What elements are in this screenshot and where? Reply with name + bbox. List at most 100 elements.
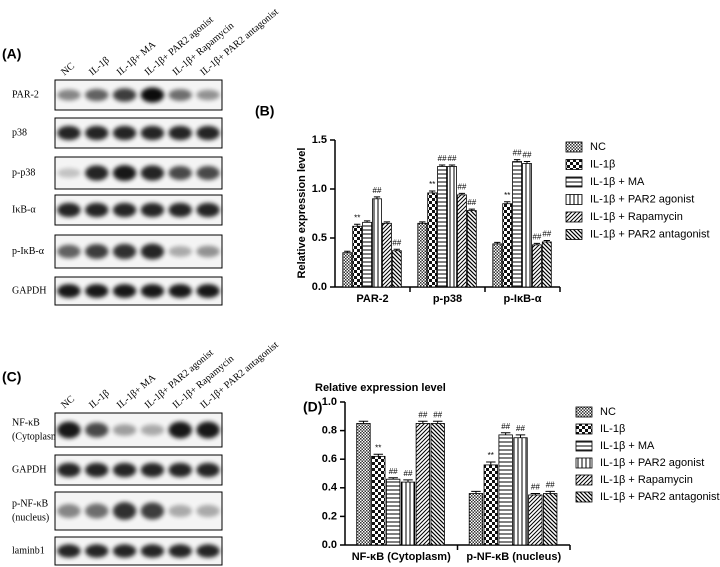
significance-mark: ## [418,410,427,419]
significance-mark: ## [457,183,466,192]
error-bar [393,248,400,251]
error-bar [543,239,550,242]
bar [371,455,386,546]
legend-swatch [575,423,593,435]
bar [532,244,542,288]
legend-swatch [565,211,583,223]
x-tick-label: p-IκB-α [504,293,542,305]
significance-mark: ** [375,443,381,452]
legend-swatch [575,474,593,486]
x-tick-label: NF-κB (Cytoplasm) [352,551,451,563]
significance-mark: ## [448,154,457,163]
error-bar [344,250,351,253]
legend-swatch [565,176,583,188]
error-bar [458,192,466,195]
blot-band [168,202,192,218]
error-bar [403,479,413,483]
blot-band [85,503,109,519]
y-tick-label: 1.5 [312,134,327,146]
significance-mark: ## [467,198,476,207]
blot-band [85,422,109,438]
error-bar [500,432,511,435]
row-label: laminb1 [12,545,45,556]
row-label: GAPDH [12,464,46,475]
blot-band [57,125,81,141]
significance-mark: ## [438,154,447,163]
x-tick-label: p-p38 [433,293,462,305]
significance-mark: ## [501,422,510,431]
blot-band [168,462,192,478]
blot-band [140,243,165,260]
error-bar [448,164,456,167]
significance-mark: ## [523,151,532,160]
error-bar [533,242,541,245]
error-bar [373,196,381,199]
error-bar [418,420,428,424]
significance-mark: ## [433,410,442,419]
legend-label: IL-1β + PAR2 agonist [590,193,694,205]
blot-band [140,202,165,218]
blot-band [140,502,165,520]
legend-swatch [565,194,583,205]
blot-band [85,125,109,141]
row-label: (nucleus) [12,512,49,523]
bar [362,221,373,288]
legend-swatch [575,406,593,418]
row-label: p-NF-κB [12,498,48,509]
blot-band [140,284,165,298]
error-bar [545,490,555,494]
blot-band [112,544,137,558]
blot-frame [54,234,223,269]
bar [352,225,363,288]
bar [498,434,513,546]
significance-mark: ## [546,480,555,489]
significance-mark: ## [513,149,522,158]
legend-label: IL-1β + PAR2 agonist [600,457,704,469]
bar [456,194,467,288]
bar [513,437,528,546]
blot-band [112,125,137,141]
bar [447,166,457,288]
y-tick-label: 0.4 [322,482,338,494]
blot-band [85,462,109,478]
blot-band [85,88,109,102]
y-tick-label: 0.2 [322,510,337,522]
bar [502,203,513,288]
error-bar [354,223,361,227]
blot-band [57,504,81,518]
row-label: p-IκB-α [12,246,45,257]
y-axis-label: Relative expression level [296,148,308,279]
significance-mark: ## [516,424,525,433]
error-bar [494,241,501,244]
legend-swatch [565,229,583,240]
bar [430,423,445,546]
error-bar [373,453,384,457]
blot-band [168,89,192,101]
bar [466,210,477,288]
blot-band [196,421,220,439]
blot-band [168,166,192,180]
blot-band [85,284,109,298]
legend-label: IL-1β + MA [600,440,655,452]
y-tick-label: 0.0 [322,539,337,551]
y-tick-label: 0.8 [322,425,337,437]
legend-label: NC [600,406,616,418]
panel-label: (A) [2,46,21,62]
bar [528,494,543,546]
blot-band [57,202,81,218]
blot-band [196,284,220,298]
legend-label: IL-1β + MA [590,176,645,188]
error-bar [438,164,446,167]
blot-band [140,87,165,103]
blot-band [85,165,109,181]
row-label: p38 [12,127,27,138]
bar [468,493,484,546]
y-tick-label: 1.0 [322,396,337,408]
legend-swatch [575,491,593,503]
error-bar [504,201,511,204]
blot-band [57,168,81,178]
blot-band [85,202,109,218]
significance-mark: ** [488,451,494,460]
bar [437,166,448,288]
blot-band [168,544,192,558]
